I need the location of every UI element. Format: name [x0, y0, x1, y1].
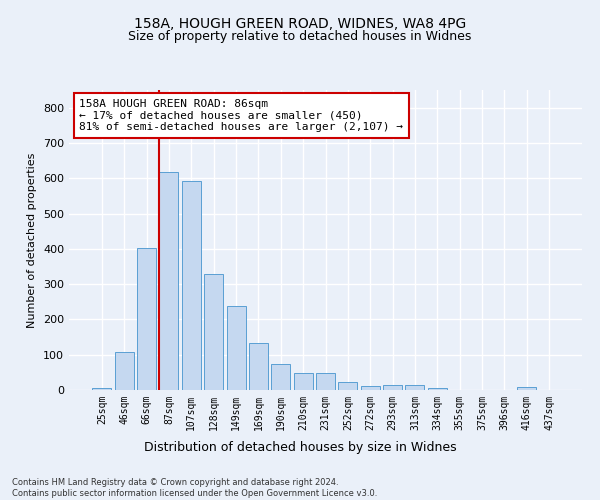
Text: Distribution of detached houses by size in Widnes: Distribution of detached houses by size …	[143, 441, 457, 454]
Bar	[517, 387, 536, 390]
Text: 158A, HOUGH GREEN ROAD, WIDNES, WA8 4PG: 158A, HOUGH GREEN ROAD, WIDNES, WA8 4PG	[134, 18, 466, 32]
Text: Contains HM Land Registry data © Crown copyright and database right 2024.
Contai: Contains HM Land Registry data © Crown c…	[12, 478, 377, 498]
Bar	[115, 352, 134, 390]
Text: 158A HOUGH GREEN ROAD: 86sqm
← 17% of detached houses are smaller (450)
81% of s: 158A HOUGH GREEN ROAD: 86sqm ← 17% of de…	[79, 99, 403, 132]
Bar	[316, 373, 335, 390]
Bar	[137, 248, 156, 390]
Bar	[160, 172, 178, 390]
Bar	[92, 388, 112, 390]
Bar	[361, 386, 380, 390]
Bar	[383, 384, 402, 390]
Bar	[428, 388, 447, 390]
Bar	[182, 181, 201, 390]
Bar	[271, 364, 290, 390]
Bar	[338, 382, 358, 390]
Bar	[227, 306, 245, 390]
Bar	[204, 274, 223, 390]
Bar	[406, 384, 424, 390]
Bar	[249, 343, 268, 390]
Text: Size of property relative to detached houses in Widnes: Size of property relative to detached ho…	[128, 30, 472, 43]
Bar	[293, 373, 313, 390]
Y-axis label: Number of detached properties: Number of detached properties	[28, 152, 37, 328]
